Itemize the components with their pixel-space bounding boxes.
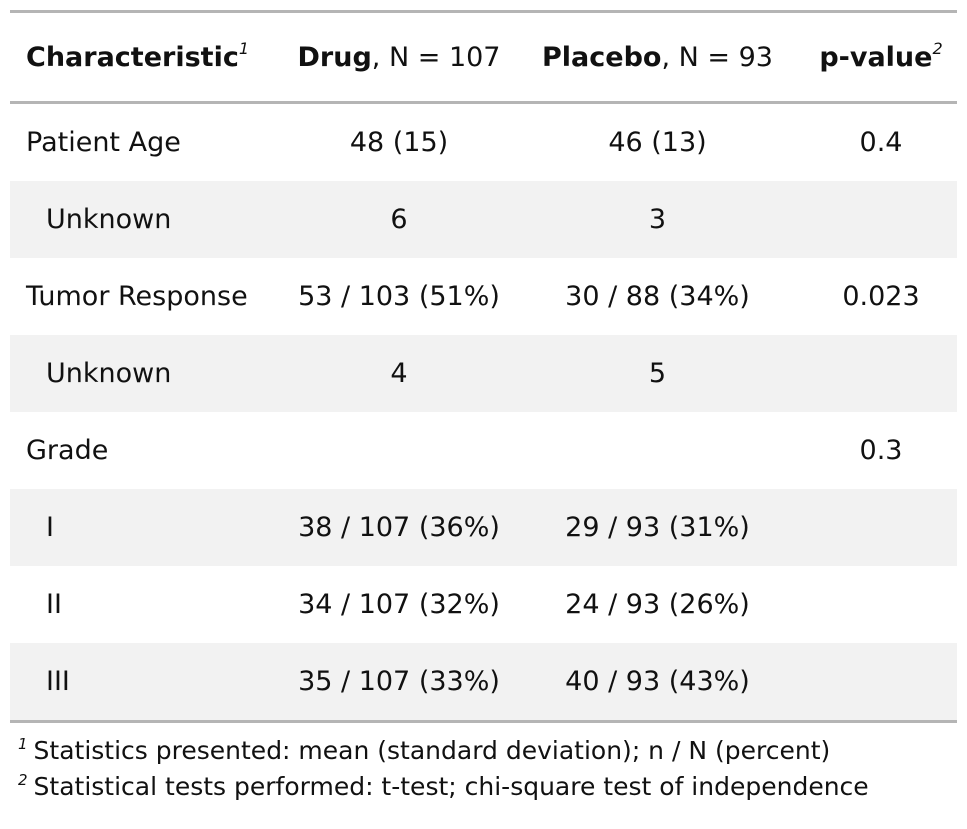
table-row-grade-iii: III 35 / 107 (33%) 40 / 93 (43%) xyxy=(10,643,957,720)
footnote-mark: 1 xyxy=(18,735,28,753)
row-drug-value: 34 / 107 (32%) xyxy=(298,589,500,620)
table-row-response-unknown: Unknown 4 5 xyxy=(10,335,957,412)
row-placebo-value: 29 / 93 (31%) xyxy=(565,512,750,543)
table-footnotes: 1 Statistics presented: mean (standard de… xyxy=(10,723,957,805)
row-placebo-value: 40 / 93 (43%) xyxy=(565,666,750,697)
row-drug-value: 4 xyxy=(390,358,408,389)
footnote-mark: 2 xyxy=(18,771,28,789)
table-header-row: Characteristic1 Drug, N = 107 Placebo, N… xyxy=(10,13,957,104)
table-row-grade-ii: II 34 / 107 (32%) 24 / 93 (26%) xyxy=(10,566,957,643)
row-label: II xyxy=(46,589,62,620)
row-drug-value: 53 / 103 (51%) xyxy=(298,281,500,312)
row-label: Unknown xyxy=(46,204,172,235)
table-row-grade-i: I 38 / 107 (36%) 29 / 93 (31%) xyxy=(10,489,957,566)
summary-table: Characteristic1 Drug, N = 107 Placebo, N… xyxy=(10,10,957,805)
row-placebo-value: 3 xyxy=(648,204,667,235)
row-drug-value: 38 / 107 (36%) xyxy=(298,512,500,543)
table-row-patient-age: Patient Age 48 (15) 46 (13) 0.4 xyxy=(10,104,957,181)
table-bottom-rule xyxy=(10,720,957,723)
row-pvalue: 0.023 xyxy=(842,281,920,312)
table-row-grade: Grade 0.3 xyxy=(10,412,957,489)
header-placebo-n: , N = 93 xyxy=(661,41,773,73)
row-placebo-value: 46 (13) xyxy=(608,127,707,158)
row-placebo-value: 30 / 88 (34%) xyxy=(565,281,750,312)
row-drug-value: 6 xyxy=(390,204,408,235)
header-drug-n: , N = 107 xyxy=(371,41,501,73)
row-label: Tumor Response xyxy=(26,281,248,312)
header-drug-name: Drug xyxy=(297,41,372,73)
header-characteristic: Characteristic1 xyxy=(10,38,288,73)
footnote-text: Statistics presented: mean (standard dev… xyxy=(33,736,831,765)
row-label: III xyxy=(46,666,70,697)
table-top-rule xyxy=(10,10,957,13)
table-row-tumor-response: Tumor Response 53 / 103 (51%) 30 / 88 (3… xyxy=(10,258,957,335)
header-placebo: Placebo, N = 93 xyxy=(510,42,805,73)
row-label: Unknown xyxy=(46,358,172,389)
footnote-1: 1 Statistics presented: mean (standard de… xyxy=(18,733,957,769)
row-pvalue: 0.3 xyxy=(859,435,903,466)
header-pvalue-label: p-value xyxy=(819,41,933,73)
row-label: Grade xyxy=(26,435,109,466)
header-pvalue-footnote-mark: 2 xyxy=(932,38,943,58)
header-characteristic-label: Characteristic xyxy=(26,41,239,73)
table-row-age-unknown: Unknown 6 3 xyxy=(10,181,957,258)
row-label: I xyxy=(46,512,54,543)
footnote-text: Statistical tests performed: t-test; chi… xyxy=(33,772,869,801)
header-placebo-name: Placebo xyxy=(542,41,662,73)
row-placebo-value: 5 xyxy=(648,358,667,389)
footnote-2: 2 Statistical tests performed: t-test; ch… xyxy=(18,769,957,805)
header-pvalue: p-value2 xyxy=(805,38,957,73)
header-characteristic-footnote-mark: 1 xyxy=(238,38,250,58)
row-pvalue: 0.4 xyxy=(859,127,903,158)
row-label: Patient Age xyxy=(26,127,181,158)
header-drug: Drug, N = 107 xyxy=(288,42,510,73)
row-placebo-value: 24 / 93 (26%) xyxy=(565,589,750,620)
row-drug-value: 35 / 107 (33%) xyxy=(298,666,500,697)
row-drug-value: 48 (15) xyxy=(349,127,449,158)
